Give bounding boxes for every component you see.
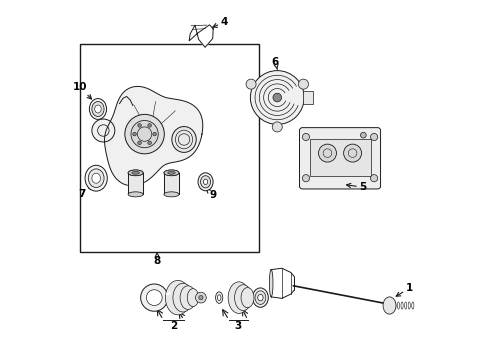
FancyBboxPatch shape (299, 128, 381, 189)
Ellipse shape (172, 127, 196, 152)
Ellipse shape (252, 288, 269, 307)
Polygon shape (128, 173, 143, 194)
Circle shape (131, 121, 158, 148)
Ellipse shape (85, 165, 107, 191)
Ellipse shape (203, 179, 208, 184)
Bar (80, 44, 259, 252)
Ellipse shape (187, 289, 199, 307)
Text: 8: 8 (153, 253, 161, 266)
Circle shape (153, 132, 156, 136)
Text: 2: 2 (170, 321, 177, 331)
Circle shape (138, 141, 141, 145)
Ellipse shape (241, 288, 254, 308)
Circle shape (273, 93, 282, 102)
Ellipse shape (180, 286, 196, 310)
Ellipse shape (128, 192, 143, 197)
Text: 7: 7 (78, 185, 92, 199)
Ellipse shape (88, 169, 104, 188)
Circle shape (199, 296, 203, 300)
Circle shape (343, 144, 362, 162)
Circle shape (92, 119, 115, 142)
Ellipse shape (200, 176, 211, 188)
Text: 4: 4 (213, 17, 228, 27)
Ellipse shape (255, 291, 266, 305)
Text: 9: 9 (206, 189, 216, 200)
Polygon shape (189, 25, 213, 47)
Ellipse shape (258, 294, 263, 301)
Circle shape (370, 175, 378, 182)
Ellipse shape (166, 280, 191, 315)
Ellipse shape (173, 283, 193, 312)
Ellipse shape (270, 270, 273, 297)
Circle shape (141, 284, 168, 311)
Text: 10: 10 (73, 82, 92, 99)
Circle shape (318, 144, 337, 162)
Ellipse shape (235, 285, 252, 311)
Ellipse shape (128, 170, 143, 176)
Ellipse shape (383, 297, 396, 314)
Ellipse shape (92, 102, 104, 117)
Text: 3: 3 (235, 321, 242, 331)
Ellipse shape (198, 173, 213, 191)
Circle shape (148, 141, 151, 145)
Circle shape (148, 123, 151, 127)
Text: 6: 6 (272, 57, 279, 69)
Ellipse shape (164, 170, 179, 176)
Ellipse shape (128, 170, 143, 176)
Ellipse shape (164, 192, 179, 197)
Circle shape (246, 79, 256, 89)
Ellipse shape (92, 173, 100, 183)
Bar (310, 139, 370, 176)
Text: 1: 1 (396, 283, 413, 296)
Circle shape (138, 123, 141, 127)
Ellipse shape (89, 99, 107, 120)
Ellipse shape (228, 282, 250, 314)
Ellipse shape (95, 105, 101, 113)
Ellipse shape (218, 295, 221, 301)
Circle shape (147, 290, 162, 306)
Polygon shape (164, 173, 179, 194)
Circle shape (133, 132, 136, 136)
Ellipse shape (132, 171, 139, 174)
Circle shape (302, 134, 310, 140)
Circle shape (302, 175, 310, 182)
Circle shape (250, 71, 304, 125)
Ellipse shape (168, 171, 175, 174)
Circle shape (361, 132, 366, 138)
Text: 5: 5 (346, 182, 366, 192)
Polygon shape (104, 86, 203, 186)
Circle shape (125, 114, 164, 154)
Ellipse shape (164, 170, 179, 176)
Ellipse shape (216, 292, 223, 303)
Circle shape (196, 292, 206, 303)
Circle shape (298, 79, 309, 89)
Bar (303, 91, 313, 104)
Circle shape (272, 122, 282, 132)
Circle shape (370, 134, 378, 140)
